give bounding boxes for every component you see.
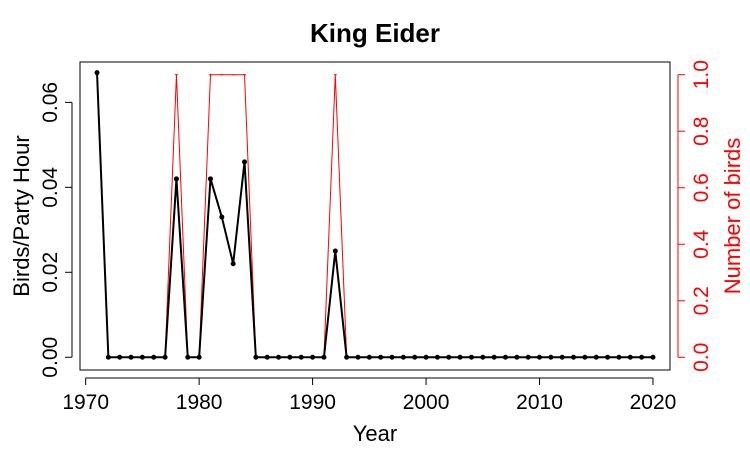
data-point bbox=[162, 354, 168, 360]
x-axis-label: Year bbox=[353, 421, 397, 446]
plot-frame bbox=[79, 61, 671, 371]
right-axis: 0.0 0.2 0.4 0.6 0.8 1.0 bbox=[677, 60, 713, 372]
data-point bbox=[457, 354, 463, 360]
left-axis-tick-label: 0.06 bbox=[39, 82, 62, 123]
data-point bbox=[332, 248, 338, 254]
bottom-axis-tick-label: 2010 bbox=[516, 391, 563, 414]
data-point bbox=[423, 354, 429, 360]
data-point bbox=[242, 159, 248, 165]
left-axis-tick-label: 0.02 bbox=[39, 252, 62, 293]
data-point bbox=[514, 354, 520, 360]
data-point bbox=[207, 176, 213, 182]
data-point bbox=[502, 354, 508, 360]
data-point bbox=[173, 176, 179, 182]
data-point bbox=[412, 354, 418, 360]
right-axis-tick-label: 0.6 bbox=[690, 173, 713, 202]
right-axis-tick-label: 1.0 bbox=[690, 60, 713, 89]
data-point bbox=[276, 354, 282, 360]
data-point bbox=[139, 354, 145, 360]
left-axis: 0.00 0.02 0.04 0.06 bbox=[39, 82, 73, 378]
data-point bbox=[468, 354, 474, 360]
data-point bbox=[616, 354, 622, 360]
data-point bbox=[94, 70, 100, 76]
series-birds-per-party-hour bbox=[94, 70, 656, 360]
data-point bbox=[627, 354, 633, 360]
data-point bbox=[344, 354, 350, 360]
bottom-axis-tick-label: 1980 bbox=[176, 391, 223, 414]
number-of-birds-line bbox=[96, 74, 653, 358]
data-point bbox=[253, 354, 259, 360]
data-point bbox=[355, 354, 361, 360]
bottom-axis-tick-label: 1970 bbox=[62, 391, 109, 414]
data-point bbox=[151, 354, 157, 360]
data-point bbox=[491, 354, 497, 360]
data-point bbox=[105, 354, 111, 360]
data-point bbox=[287, 354, 293, 360]
data-point bbox=[230, 261, 236, 267]
data-point bbox=[593, 354, 599, 360]
data-point bbox=[128, 354, 134, 360]
bottom-axis-tick-label: 1990 bbox=[289, 391, 336, 414]
data-point bbox=[389, 354, 395, 360]
left-axis-tick-label: 0.04 bbox=[39, 167, 62, 208]
data-point bbox=[400, 354, 406, 360]
data-point bbox=[650, 354, 656, 360]
data-point bbox=[196, 354, 202, 360]
right-axis-tick-label: 0.0 bbox=[690, 343, 713, 372]
data-point bbox=[310, 354, 316, 360]
data-point bbox=[321, 354, 327, 360]
data-point bbox=[582, 354, 588, 360]
data-point bbox=[480, 354, 486, 360]
data-point bbox=[446, 354, 452, 360]
data-point bbox=[434, 354, 440, 360]
data-point bbox=[525, 354, 531, 360]
data-point bbox=[605, 354, 611, 360]
right-axis-tick-label: 0.2 bbox=[690, 286, 713, 315]
data-point bbox=[219, 214, 225, 220]
right-axis-tick-label: 0.8 bbox=[690, 117, 713, 146]
right-axis-tick-label: 0.4 bbox=[690, 229, 713, 259]
data-point bbox=[298, 354, 304, 360]
data-point bbox=[537, 354, 543, 360]
data-point bbox=[548, 354, 554, 360]
data-point bbox=[639, 354, 645, 360]
bottom-axis: 1970 1980 1990 2000 2010 2020 bbox=[62, 377, 677, 414]
data-point bbox=[378, 354, 384, 360]
y2-axis-label: Number of birds bbox=[720, 138, 745, 295]
bottom-axis-tick-label: 2020 bbox=[630, 391, 677, 414]
data-point bbox=[117, 354, 123, 360]
bottom-axis-tick-label: 2000 bbox=[403, 391, 450, 414]
left-axis-tick-label: 0.00 bbox=[39, 337, 62, 378]
data-point bbox=[264, 354, 270, 360]
y-axis-label: Birds/Party Hour bbox=[9, 135, 34, 296]
chart-title: King Eider bbox=[310, 18, 440, 48]
data-point bbox=[366, 354, 372, 360]
data-point bbox=[571, 354, 577, 360]
data-point bbox=[559, 354, 565, 360]
birds-per-party-hour-line bbox=[96, 72, 653, 359]
data-point bbox=[185, 354, 191, 360]
